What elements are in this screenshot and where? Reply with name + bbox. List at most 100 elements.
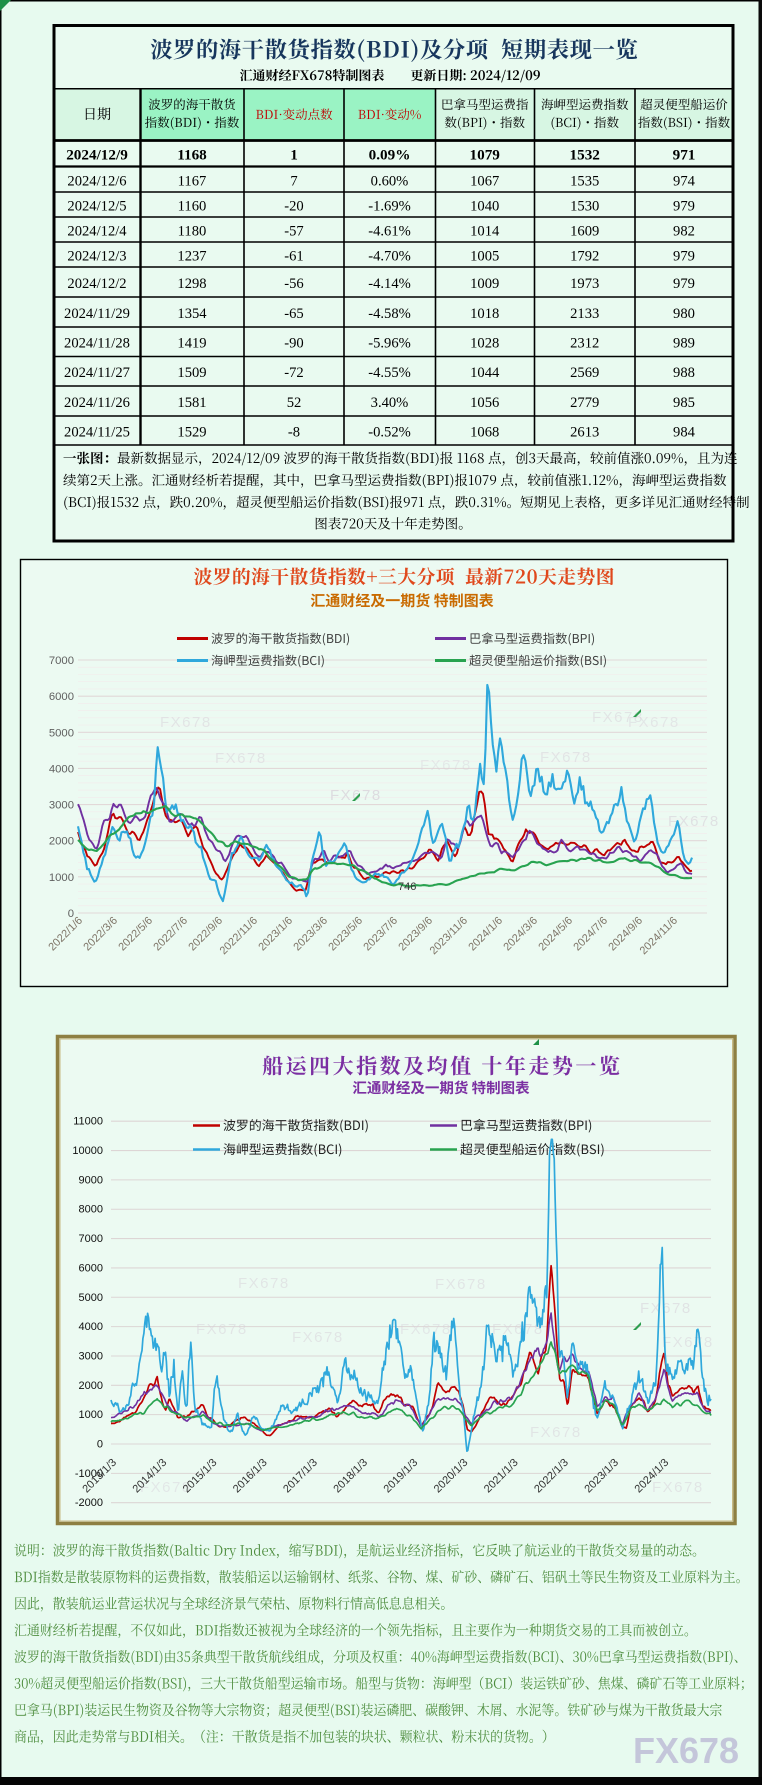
svg-text:FX678: FX678	[652, 1479, 704, 1496]
svg-text:1056: 1056	[470, 395, 499, 411]
svg-text:FX678: FX678	[215, 750, 267, 767]
svg-text:1237: 1237	[177, 249, 206, 265]
svg-text:984: 984	[673, 425, 696, 441]
svg-text:-5.96%: -5.96%	[368, 336, 411, 352]
svg-text:6000: 6000	[49, 691, 74, 703]
svg-text:1160: 1160	[178, 199, 207, 215]
svg-text:2133: 2133	[570, 306, 599, 322]
svg-text:FX678: FX678	[592, 709, 644, 726]
svg-text:2024/12/2: 2024/12/2	[67, 276, 126, 292]
svg-text:4000: 4000	[79, 1321, 103, 1333]
svg-text:1581: 1581	[177, 395, 206, 411]
svg-text:1044: 1044	[470, 365, 500, 381]
svg-text:2024/11/26: 2024/11/26	[64, 395, 130, 411]
svg-text:0.60%: 0.60%	[371, 174, 409, 190]
svg-text:-4.55%: -4.55%	[368, 365, 411, 381]
svg-text:3000: 3000	[79, 1350, 103, 1362]
svg-text:1532: 1532	[570, 147, 600, 164]
svg-text:2024/11/29: 2024/11/29	[64, 306, 130, 322]
svg-text:2024/12/4: 2024/12/4	[67, 224, 127, 240]
svg-text:-8: -8	[288, 425, 300, 441]
svg-text:FX678: FX678	[633, 1730, 739, 1771]
svg-text:7000: 7000	[79, 1233, 103, 1245]
svg-text:5000: 5000	[79, 1292, 103, 1304]
svg-text:1180: 1180	[178, 224, 207, 240]
svg-text:980: 980	[673, 306, 695, 322]
svg-text:0: 0	[68, 908, 74, 920]
svg-text:10000: 10000	[72, 1145, 103, 1157]
svg-text:989: 989	[673, 336, 695, 352]
svg-text:2779: 2779	[570, 395, 599, 411]
svg-text:2000: 2000	[79, 1380, 103, 1392]
svg-text:-1.69%: -1.69%	[368, 199, 411, 215]
svg-text:1509: 1509	[177, 365, 206, 381]
svg-text:1419: 1419	[177, 336, 206, 352]
svg-text:2024/12/5: 2024/12/5	[67, 199, 126, 215]
svg-text:746: 746	[398, 881, 416, 893]
svg-text:FX678: FX678	[330, 787, 382, 804]
svg-text:1040: 1040	[470, 199, 499, 215]
svg-text:-57: -57	[284, 224, 303, 240]
svg-text:988: 988	[673, 365, 695, 381]
svg-text:1530: 1530	[570, 199, 599, 215]
svg-text:979: 979	[673, 276, 695, 292]
svg-text:1: 1	[290, 147, 298, 164]
svg-text:979: 979	[673, 199, 695, 215]
svg-text:1067: 1067	[470, 174, 499, 190]
svg-text:FX678: FX678	[640, 1300, 692, 1317]
svg-text:1018: 1018	[470, 306, 499, 322]
svg-text:11000: 11000	[73, 1116, 103, 1128]
svg-text:FX678: FX678	[400, 1321, 452, 1338]
svg-text:2024/12/3: 2024/12/3	[67, 249, 126, 265]
svg-text:1167: 1167	[178, 174, 207, 190]
svg-text:1168: 1168	[177, 147, 207, 164]
svg-text:FX678: FX678	[160, 714, 212, 731]
svg-text:FX678: FX678	[628, 714, 680, 731]
svg-text:2024/12/6: 2024/12/6	[67, 174, 126, 190]
svg-text:-4.58%: -4.58%	[368, 306, 411, 322]
svg-text:1973: 1973	[570, 276, 599, 292]
svg-text:-65: -65	[284, 306, 303, 322]
svg-text:2613: 2613	[570, 425, 599, 441]
svg-text:1079: 1079	[470, 147, 501, 164]
svg-text:1028: 1028	[470, 336, 499, 352]
svg-text:FX678: FX678	[292, 1329, 344, 1346]
svg-text:-20: -20	[284, 199, 303, 215]
svg-text:982: 982	[673, 224, 695, 240]
svg-text:2024/12/9: 2024/12/9	[66, 147, 128, 164]
svg-text:971: 971	[673, 147, 696, 164]
svg-text:-72: -72	[284, 365, 303, 381]
svg-text:1529: 1529	[177, 425, 206, 441]
svg-text:-1000: -1000	[75, 1468, 103, 1480]
svg-text:-4.70%: -4.70%	[368, 249, 411, 265]
svg-text:974: 974	[673, 174, 696, 190]
svg-text:985: 985	[673, 395, 695, 411]
svg-text:FX678: FX678	[435, 1276, 487, 1293]
svg-text:979: 979	[673, 249, 695, 265]
svg-text:FX678: FX678	[530, 1424, 582, 1441]
svg-text:FX678: FX678	[540, 749, 592, 766]
svg-text:-4.61%: -4.61%	[368, 224, 411, 240]
svg-text:6000: 6000	[79, 1262, 103, 1274]
svg-text:FX678: FX678	[492, 1321, 544, 1338]
svg-text:2024/11/27: 2024/11/27	[64, 365, 130, 381]
svg-text:1535: 1535	[570, 174, 599, 190]
svg-text:FX678: FX678	[140, 1479, 192, 1496]
svg-text:1298: 1298	[177, 276, 206, 292]
svg-text:52: 52	[287, 395, 302, 411]
svg-text:2000: 2000	[49, 836, 74, 848]
svg-text:7: 7	[290, 174, 297, 190]
svg-text:1068: 1068	[470, 425, 499, 441]
svg-text:2024/11/25: 2024/11/25	[64, 425, 130, 441]
svg-text:1000: 1000	[79, 1409, 103, 1421]
svg-text:9000: 9000	[79, 1174, 103, 1186]
svg-text:8000: 8000	[79, 1204, 103, 1216]
svg-text:FX678: FX678	[238, 1275, 290, 1292]
svg-text:1354: 1354	[177, 306, 207, 322]
svg-text:4000: 4000	[49, 763, 74, 775]
svg-text:FX678: FX678	[662, 1334, 714, 1351]
svg-text:1000: 1000	[49, 872, 74, 884]
svg-text:1792: 1792	[570, 249, 599, 265]
svg-text:2024/11/28: 2024/11/28	[64, 336, 130, 352]
svg-text:1014: 1014	[470, 224, 500, 240]
